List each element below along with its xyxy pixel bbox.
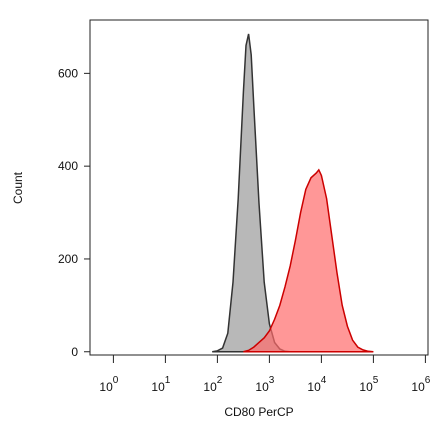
x-tick-label: 100 (99, 375, 118, 394)
x-tick-exponent: 4 (321, 375, 327, 386)
y-tick-label: 200 (58, 252, 78, 266)
x-tick-exponent: 3 (269, 375, 275, 386)
x-tick-base: 10 (203, 380, 217, 394)
x-axis-label: CD80 PerCP (224, 405, 293, 419)
x-tick-label: 106 (411, 375, 430, 394)
x-tick-base: 10 (359, 380, 373, 394)
x-tick-label: 102 (203, 375, 222, 394)
x-tick-label: 103 (255, 375, 274, 394)
x-tick-base: 10 (151, 380, 165, 394)
histogram-area (243, 168, 374, 353)
x-tick-base: 10 (99, 380, 113, 394)
x-tick-exponent: 6 (425, 375, 431, 386)
x-tick-base: 10 (255, 380, 269, 394)
x-tick-label: 101 (151, 375, 170, 394)
x-tick-exponent: 5 (373, 375, 379, 386)
y-tick-label: 0 (71, 345, 78, 359)
y-tick-label: 600 (58, 66, 78, 80)
x-tick-label: 105 (359, 375, 378, 394)
y-tick-label: 400 (58, 159, 78, 173)
y-axis-label: Count (11, 171, 25, 204)
histogram-area (212, 33, 291, 353)
x-tick-exponent: 1 (165, 375, 171, 386)
x-tick-base: 10 (307, 380, 321, 394)
x-tick-base: 10 (411, 380, 425, 394)
plot-frame (89, 19, 429, 356)
x-tick-label: 104 (307, 375, 326, 394)
x-tick-exponent: 0 (113, 375, 119, 386)
x-tick-exponent: 2 (217, 375, 223, 386)
